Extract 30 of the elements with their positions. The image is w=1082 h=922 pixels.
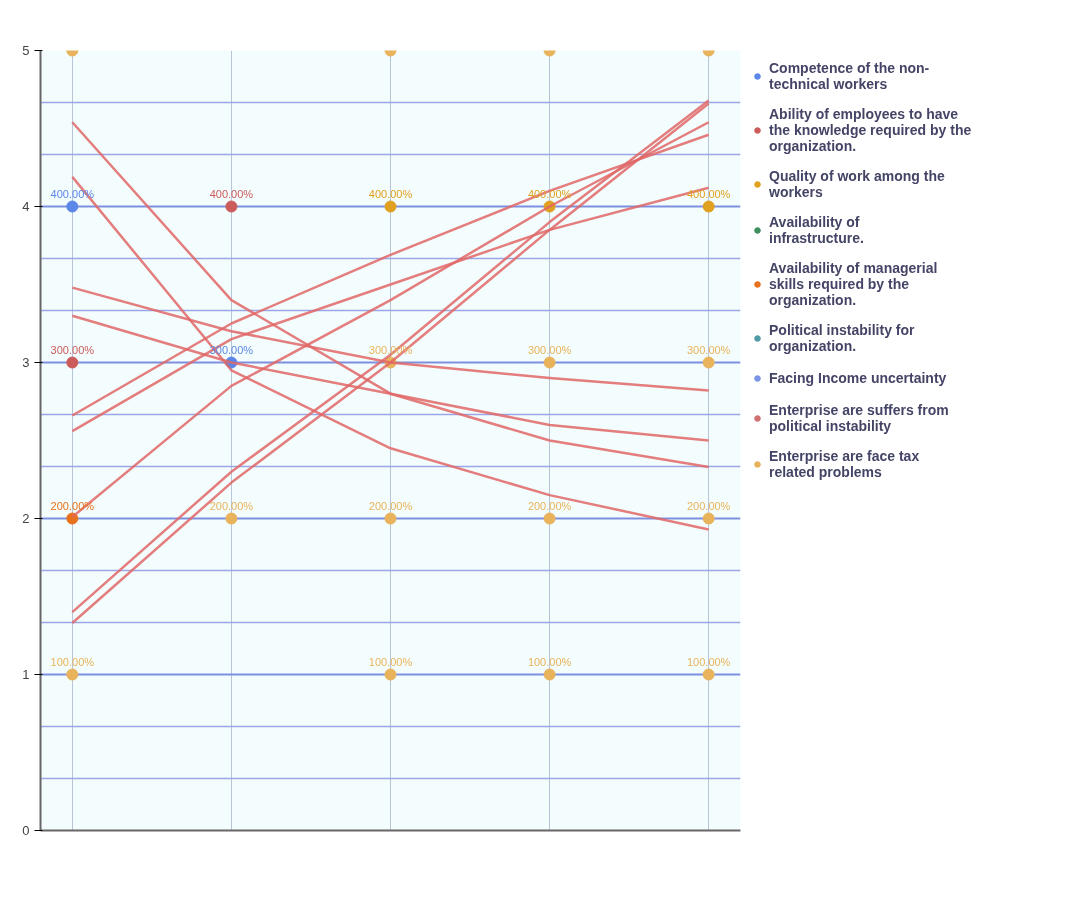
legend-label: Availability of infrastructure. [769, 214, 864, 246]
data-label: 300.00% [527, 343, 572, 356]
data-label: 200.00% [368, 499, 413, 512]
data-label: 100.00% [686, 655, 731, 668]
legend-label: Enterprise are suffers from political instability [769, 402, 949, 434]
legend-label: Availability of managerial skills required by the organization. [769, 260, 938, 308]
y-tick-label: 3 [22, 355, 30, 370]
data-label: 300.00% [50, 343, 95, 356]
legend-label: Ability of employees to have the knowledge required by the organization. [769, 106, 972, 154]
data-label: 100.00% [368, 655, 413, 668]
data-label: 400.00% [686, 187, 731, 200]
legend-label: Enterprise are face tax related problems [769, 448, 920, 480]
y-tick-label: 4 [22, 199, 30, 214]
data-label: 400.00% [368, 187, 413, 200]
legend-label: Quality of work among the workers [769, 168, 945, 200]
y-tick-label: 5 [22, 43, 30, 58]
legend-label: Competence of the non-technical workers [769, 60, 930, 92]
data-label: 200.00% [209, 499, 254, 512]
data-label: 100.00% [50, 655, 95, 668]
data-label: 300.00% [686, 343, 731, 356]
y-tick-label: 0 [22, 823, 30, 838]
data-label: 200.00% [50, 499, 95, 512]
data-label: 100.00% [527, 655, 572, 668]
legend-label: Facing Income uncertainty [769, 369, 947, 387]
data-label: 200.00% [686, 499, 731, 512]
data-label: 400.00% [209, 187, 254, 200]
y-tick-label: 1 [22, 667, 30, 682]
y-tick-label: 2 [22, 511, 30, 526]
data-label: 200.00% [527, 499, 572, 512]
legend-label: Political instability for organization. [769, 322, 915, 354]
